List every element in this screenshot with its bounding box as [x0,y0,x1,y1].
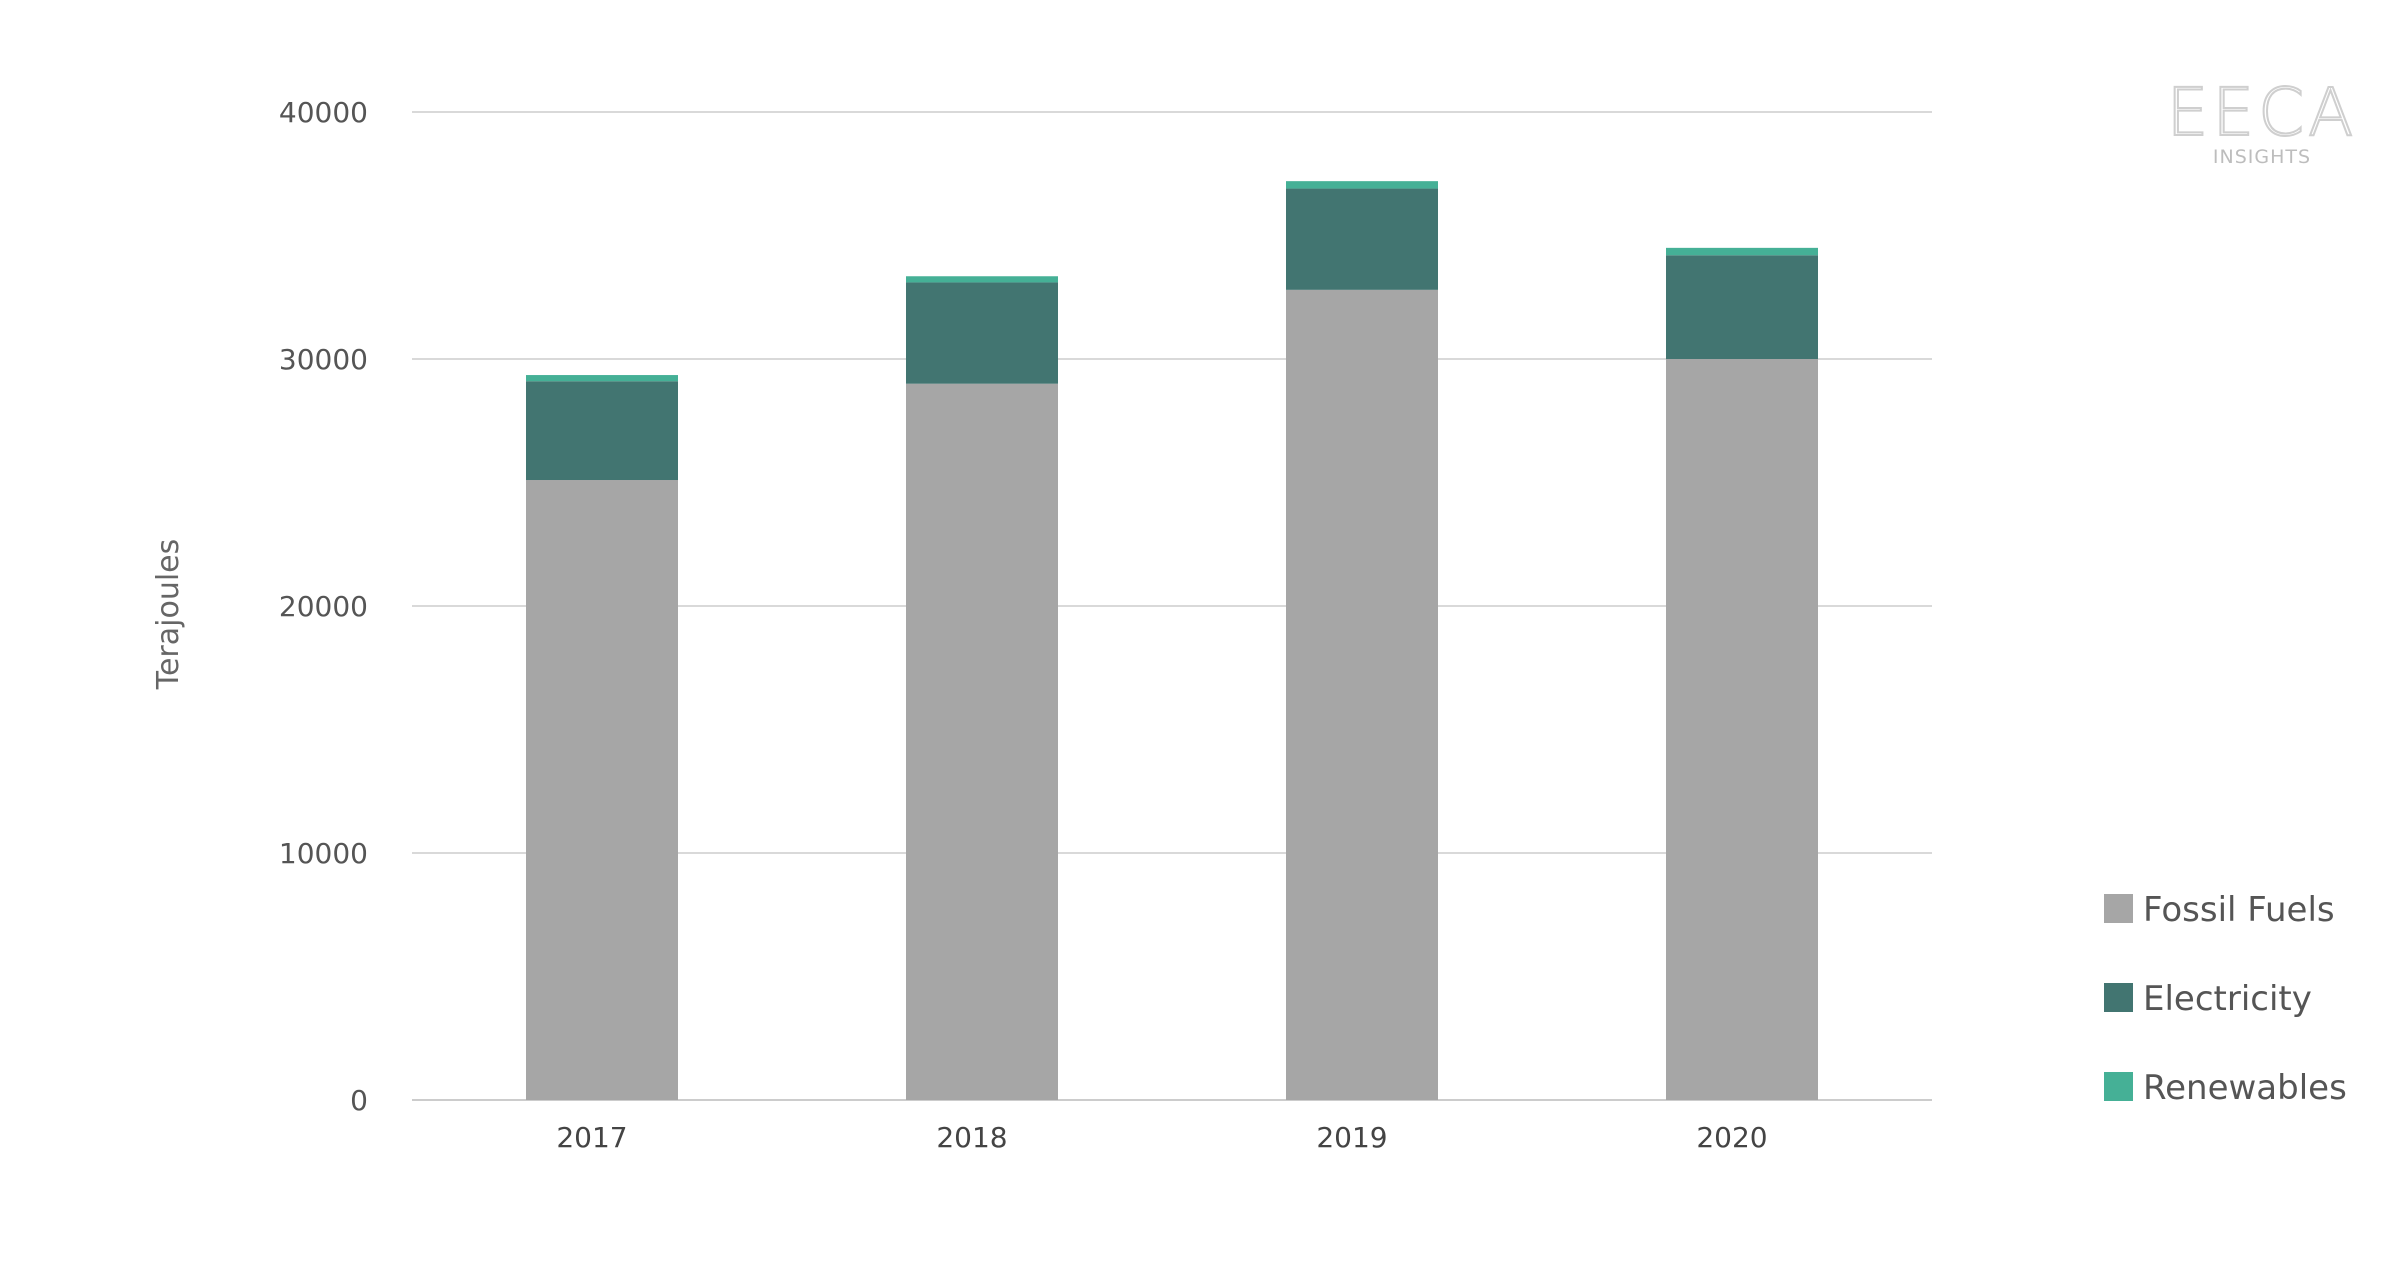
bar-segment-electricity [1286,188,1438,290]
y-tick-label: 10000 [279,837,368,870]
x-axis-ticks: 2017 2018 2019 2020 [556,1121,1767,1154]
bar-segment-renewables [1666,247,1818,256]
legend-item-fossil-fuels: Fossil Fuels [2104,890,2335,930]
legend-swatch [2104,1072,2133,1101]
bar-segment-fossil-fuels [526,480,678,1100]
legend-swatch [2104,983,2133,1012]
y-axis-title: Terajoules [151,539,186,691]
legend-swatch [2104,894,2133,923]
bar-segment-fossil-fuels [1286,289,1438,1101]
x-tick-label: 2020 [1696,1121,1767,1154]
legend-label: Electricity [2143,979,2312,1019]
y-axis-ticks: 0 10000 20000 30000 40000 [279,96,368,1117]
bar-segment-fossil-fuels [1666,359,1818,1100]
bar-segment-renewables [526,375,678,382]
legend-item-renewables: Renewables [2104,1068,2347,1108]
bar-stack-2017 [526,375,678,1100]
bar-segment-electricity [526,381,678,481]
legend: Fossil Fuels Electricity Renewables [2104,890,2347,1108]
x-tick-label: 2019 [1316,1121,1387,1154]
y-tick-label: 40000 [279,96,368,129]
x-tick-label: 2017 [556,1121,627,1154]
legend-item-electricity: Electricity [2104,979,2312,1019]
bar-stack-2019 [1286,181,1438,1101]
bar-segment-electricity [1666,255,1818,359]
logo-subtitle: INSIGHTS [2213,146,2311,168]
legend-label: Renewables [2143,1068,2347,1108]
bar-segment-renewables [906,276,1058,283]
x-tick-label: 2018 [936,1121,1007,1154]
bar-stack-2018 [906,276,1058,1100]
bars [526,181,1818,1101]
bar-segment-electricity [906,282,1058,384]
y-tick-label: 20000 [279,590,368,623]
y-tick-label: 0 [350,1084,368,1117]
logo-wordmark: EECA [2167,74,2358,151]
legend-label: Fossil Fuels [2143,890,2335,930]
logo: EECA INSIGHTS [2166,73,2358,168]
bar-segment-renewables [1286,181,1438,189]
bar-segment-fossil-fuels [906,383,1058,1100]
y-tick-label: 30000 [279,343,368,376]
bar-stack-2020 [1666,247,1818,1100]
